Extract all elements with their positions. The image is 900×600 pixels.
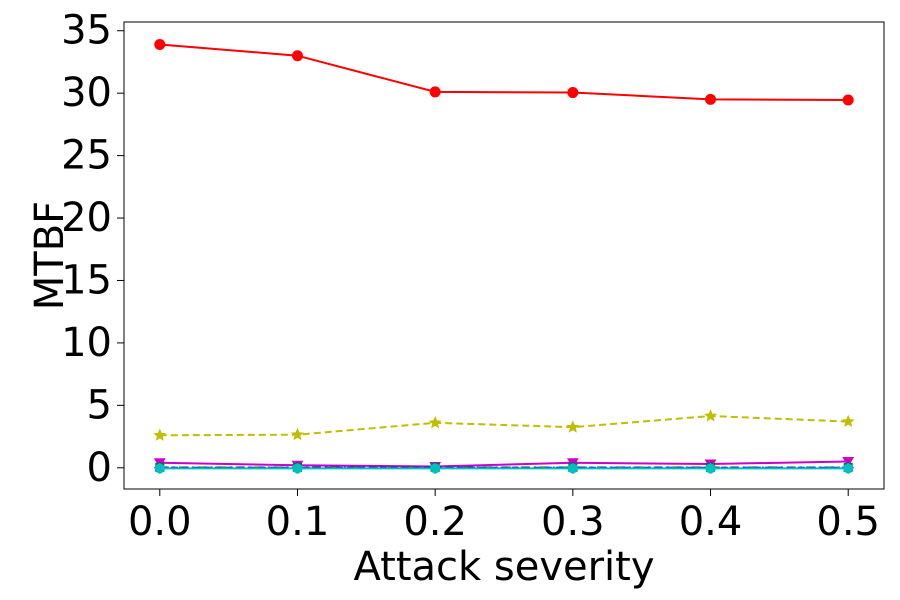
y-tick-label: 5 [87,382,112,428]
y-tick-label: 30 [61,70,112,116]
y-tick-label: 20 [61,195,112,241]
series-2 [153,409,855,441]
data-point [153,428,167,441]
series-line [159,43,849,101]
x-axis-label: Attack severity [353,544,654,590]
x-tick-label: 0.5 [816,499,880,545]
x-tick-label: 0.2 [403,499,467,545]
data-point [290,427,304,441]
x-tick-label: 0.0 [128,499,192,545]
data-point [430,462,440,474]
data-point [568,462,578,474]
data-point [154,38,166,50]
data-point [428,415,442,429]
data-point [843,462,853,474]
series-1 [154,38,854,106]
data-point [429,86,441,98]
y-axis-label: MTBF [27,201,73,310]
y-tick-label: 15 [61,257,112,303]
data-point [291,50,303,62]
series-line [159,414,849,437]
data-point [705,462,716,474]
y-tick-label: 0 [87,445,112,491]
data-point [842,94,854,106]
data-point [567,87,579,99]
data-point [155,462,165,474]
series-6 [155,462,853,474]
y-tick-label: 25 [61,133,112,179]
x-tick-label: 0.3 [541,499,605,545]
plot-frame [123,21,885,490]
data-point [842,457,855,468]
data-point [841,414,855,428]
series-3 [153,457,855,473]
x-axis-ticks: 0.0 0.1 0.2 0.3 0.4 0.5 [128,489,880,545]
y-axis-ticks: 0 5 10 15 20 25 30 35 [61,8,124,491]
data-point [292,462,303,474]
data-point [704,409,718,422]
series-layer [153,38,855,474]
data-point [705,93,717,105]
y-tick-label: 35 [61,8,112,54]
data-point [566,420,580,433]
x-tick-label: 0.1 [266,499,330,545]
y-tick-label: 10 [61,320,112,366]
series-line [159,460,849,468]
x-tick-label: 0.4 [679,499,743,545]
